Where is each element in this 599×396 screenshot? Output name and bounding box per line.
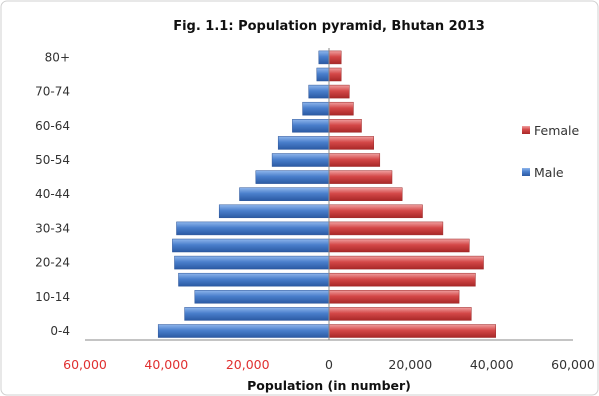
bar-female-40-44 [328, 187, 403, 201]
bar-female-0-4 [328, 324, 496, 338]
bar-male-5-9 [184, 307, 330, 321]
x-tick-5: 40,000 [470, 357, 514, 372]
bar-female-20-24 [328, 255, 484, 270]
legend: Female Male [522, 123, 580, 180]
x-tick-3: 0 [325, 357, 333, 372]
bar-female-60-64 [328, 119, 362, 133]
y-tick-60-64: 60-64 [35, 119, 70, 133]
bar-female-55-59 [328, 136, 374, 150]
y-tick-20-24: 20-24 [35, 256, 70, 270]
x-tick-4: 20,000 [388, 357, 432, 372]
legend-label-female: Female [534, 123, 580, 138]
bar-male-80+ [318, 50, 330, 65]
bar-male-25-29 [172, 238, 330, 253]
bar-male-10-14 [194, 290, 330, 304]
bar-female-30-34 [328, 221, 444, 236]
x-tick-2: 20,000 [226, 357, 270, 372]
y-tick-70-74: 70-74 [35, 85, 70, 99]
y-tick-labels: 0-4 10-14 20-24 30-34 40-44 50-54 60-64 70-74 80… [35, 50, 70, 338]
bar-female-75-79 [328, 67, 342, 82]
bar-male-0-4 [157, 324, 330, 338]
bar-male-15-19 [178, 272, 330, 287]
bar-male-30-34 [176, 221, 330, 236]
bar-female-80+ [328, 50, 342, 65]
x-tick-6: 60,000 [551, 357, 595, 372]
legend-label-male: Male [534, 165, 564, 180]
bar-male-50-54 [271, 153, 330, 167]
bar-male-40-44 [239, 187, 330, 201]
bar-male-55-59 [277, 136, 330, 150]
bar-female-45-49 [328, 170, 393, 184]
x-axis-label: Population (in number) [247, 378, 411, 393]
x-tick-labels: 60,000 40,000 20,000 0 20,000 40,000 60,000 [63, 357, 595, 372]
chart-title: Fig. 1.1: Population pyramid, Bhutan 201… [173, 19, 485, 34]
bar-male-75-79 [316, 67, 330, 82]
bar-female-50-54 [328, 153, 381, 167]
y-tick-80+: 80+ [45, 50, 70, 64]
bar-male-35-39 [218, 204, 330, 219]
bar-female-15-19 [328, 272, 476, 287]
y-tick-30-34: 30-34 [35, 221, 70, 235]
bar-female-70-74 [328, 84, 350, 99]
bar-female-25-29 [328, 238, 470, 253]
legend-swatch-male [522, 168, 530, 176]
x-tick-0: 60,000 [63, 357, 107, 372]
bar-male-45-49 [255, 170, 330, 184]
bar-female-35-39 [328, 204, 423, 219]
bar-female-10-14 [328, 290, 460, 304]
bar-male-65-69 [302, 101, 330, 116]
bar-female-65-69 [328, 101, 354, 116]
y-tick-40-44: 40-44 [35, 187, 70, 201]
legend-swatch-female [522, 126, 530, 134]
bars-group [157, 50, 496, 338]
bar-male-60-64 [292, 119, 330, 133]
y-tick-10-14: 10-14 [35, 290, 70, 304]
bar-female-5-9 [328, 307, 472, 321]
bar-male-70-74 [308, 84, 330, 99]
x-tick-1: 40,000 [144, 357, 188, 372]
y-tick-0-4: 0-4 [50, 324, 70, 338]
bar-male-20-24 [174, 255, 330, 270]
y-tick-50-54: 50-54 [35, 153, 70, 167]
